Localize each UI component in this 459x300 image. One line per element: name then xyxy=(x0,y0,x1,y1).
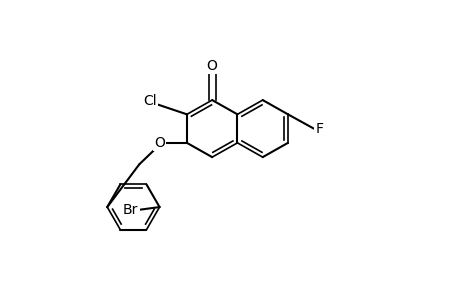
Text: Br: Br xyxy=(123,203,138,217)
Text: O: O xyxy=(206,59,217,73)
Text: O: O xyxy=(153,136,164,150)
Text: Cl: Cl xyxy=(143,94,156,108)
Text: F: F xyxy=(314,122,323,136)
